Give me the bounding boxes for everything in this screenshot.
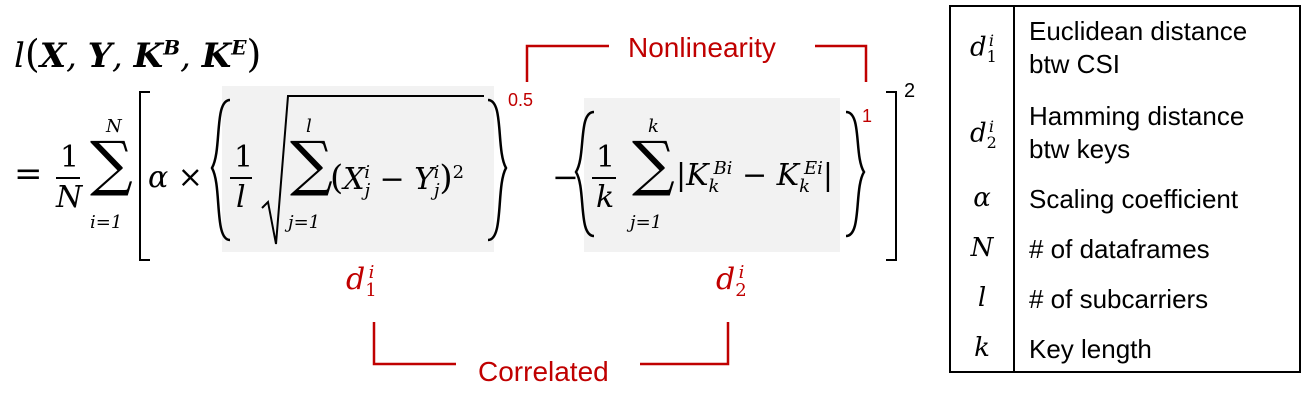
correlated-bracket-right: [640, 322, 730, 366]
sum2-sigma: ∑: [290, 129, 333, 199]
nonlinearity-label: Nonlinearity: [628, 32, 776, 63]
legend-symbol-k: k: [974, 333, 990, 363]
legend-desc-alpha: Scaling coefficient: [1029, 184, 1239, 214]
brace2-left: [574, 110, 595, 238]
frac3-numerator: 1: [596, 140, 616, 175]
frac3-denominator: k: [596, 180, 615, 215]
correlated-bracket-left: [372, 322, 456, 366]
legend-symbol-N: N: [970, 233, 994, 263]
legend-symbol-d1: d1i: [970, 31, 997, 66]
legend-table: d1i Euclidean distance btw CSI d2i Hammin…: [949, 5, 1301, 373]
sum1-sigma: ∑: [90, 129, 133, 199]
frac2-numerator: 1: [234, 140, 254, 175]
sum3-upper-limit: k: [648, 116, 659, 137]
legend-desc-d1: Euclidean distance btw CSI: [1029, 16, 1248, 79]
d1-highlight-box: [222, 86, 494, 252]
nonlinearity-bracket-left: [525, 44, 609, 82]
legend-symbol-d2: d2i: [970, 117, 997, 152]
alpha-times: α ×: [148, 160, 203, 195]
legend-desc-k: Key length: [1029, 334, 1152, 364]
d2-label: d2i: [716, 262, 747, 301]
outer-left-bracket: [139, 91, 150, 261]
nonlinearity-bracket-right: [815, 44, 868, 82]
legend-desc-d2: Hamming distance btw keys: [1029, 101, 1245, 164]
frac2-denominator: l: [236, 180, 246, 215]
key-difference-term: |KkBi − KkEi|: [676, 158, 833, 197]
sum2-upper-limit: l: [306, 116, 312, 137]
d1-label: d1i: [346, 262, 377, 301]
legend-symbol-l: l: [977, 283, 987, 313]
sum1-lower-limit: i=1: [90, 212, 123, 233]
sum2-lower-limit: j=1: [288, 212, 321, 233]
legend-desc-l: # of subcarriers: [1029, 284, 1209, 314]
exponent-1: 1: [862, 106, 873, 126]
exponent-0-5: 0.5: [508, 90, 534, 110]
frac1-denominator: N: [56, 180, 83, 215]
brace2-right: [845, 110, 866, 238]
minus-sign: −: [552, 158, 579, 196]
frac1-numerator: 1: [60, 140, 80, 175]
sum1-upper-limit: N: [106, 116, 122, 137]
brace1-right: [487, 98, 508, 242]
legend-divider: [1013, 7, 1015, 371]
correlated-label: Correlated: [478, 356, 609, 387]
outer-right-bracket: [886, 91, 897, 261]
sum3-sigma: ∑: [632, 129, 675, 199]
legend-symbol-alpha: α: [973, 183, 991, 213]
brace1-left: [210, 98, 231, 242]
d2-highlight-box: [584, 98, 840, 252]
sqrt-sign: [261, 95, 484, 245]
legend-desc-N: # of dataframes: [1029, 234, 1210, 264]
outer-exponent-2: 2: [904, 80, 916, 102]
equals-sign: =: [14, 154, 43, 194]
squared-difference-term: (Xji − Yji)2: [330, 158, 465, 201]
loss-function-lhs: l(X, Y, KB, KE): [14, 32, 262, 76]
sum3-lower-limit: j=1: [630, 212, 663, 233]
